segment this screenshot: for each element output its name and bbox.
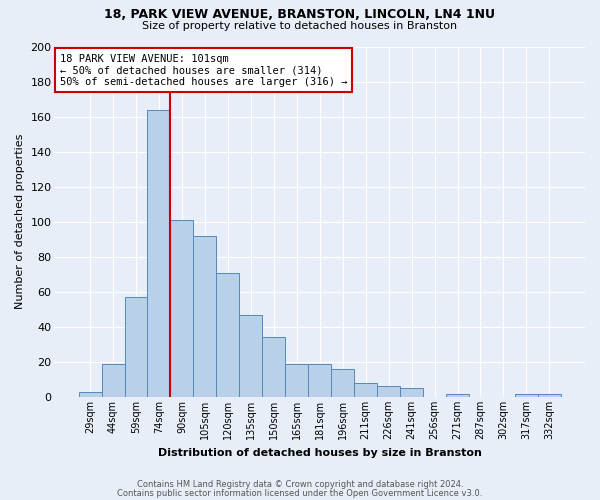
X-axis label: Distribution of detached houses by size in Branston: Distribution of detached houses by size … xyxy=(158,448,482,458)
Text: Contains HM Land Registry data © Crown copyright and database right 2024.: Contains HM Land Registry data © Crown c… xyxy=(137,480,463,489)
Bar xyxy=(331,369,354,397)
Bar xyxy=(400,388,423,397)
Bar xyxy=(239,314,262,397)
Bar xyxy=(262,338,285,397)
Bar xyxy=(285,364,308,397)
Text: 18, PARK VIEW AVENUE, BRANSTON, LINCOLN, LN4 1NU: 18, PARK VIEW AVENUE, BRANSTON, LINCOLN,… xyxy=(104,8,496,20)
Bar xyxy=(170,220,193,397)
Bar xyxy=(101,364,125,397)
Bar xyxy=(79,392,101,397)
Text: 18 PARK VIEW AVENUE: 101sqm
← 50% of detached houses are smaller (314)
50% of se: 18 PARK VIEW AVENUE: 101sqm ← 50% of det… xyxy=(60,54,347,86)
Bar xyxy=(148,110,170,397)
Bar xyxy=(446,394,469,397)
Bar xyxy=(538,394,561,397)
Text: Contains public sector information licensed under the Open Government Licence v3: Contains public sector information licen… xyxy=(118,488,482,498)
Text: Size of property relative to detached houses in Branston: Size of property relative to detached ho… xyxy=(142,21,458,31)
Y-axis label: Number of detached properties: Number of detached properties xyxy=(15,134,25,310)
Bar xyxy=(193,236,217,397)
Bar xyxy=(125,297,148,397)
Bar xyxy=(354,383,377,397)
Bar xyxy=(515,394,538,397)
Bar xyxy=(217,272,239,397)
Bar xyxy=(308,364,331,397)
Bar xyxy=(377,386,400,397)
